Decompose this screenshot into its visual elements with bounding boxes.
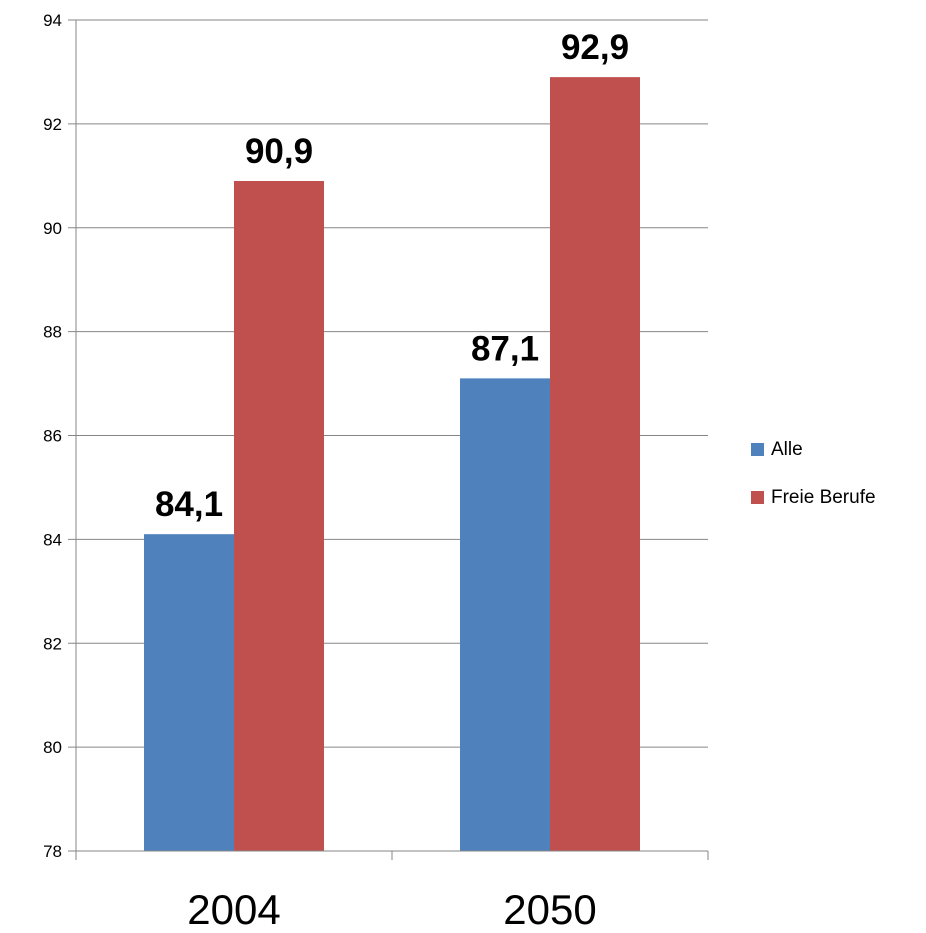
y-tick-label: 82 — [43, 634, 62, 653]
legend-swatch-alle — [751, 443, 764, 456]
x-category-label: 2050 — [503, 886, 596, 933]
data-label: 92,9 — [561, 28, 629, 67]
bars — [144, 77, 640, 852]
legend-swatch-freie-berufe — [751, 491, 764, 504]
data-label: 87,1 — [471, 329, 539, 368]
x-category-label: 2004 — [187, 886, 280, 933]
bar-alle-2004 — [144, 534, 234, 851]
y-tick-label: 84 — [43, 530, 62, 549]
bar-freie-berufe-2050 — [550, 77, 640, 852]
y-tick-label: 86 — [43, 427, 62, 446]
legend-label: Alle — [771, 439, 803, 460]
y-tick-label: 90 — [43, 219, 62, 238]
bar-freie-berufe-2004 — [234, 181, 324, 852]
legend: Alle Freie Berufe — [751, 439, 876, 508]
y-tick-label: 88 — [43, 323, 62, 342]
bar-alle-2050 — [460, 378, 550, 851]
y-tick-label: 80 — [43, 738, 62, 757]
legend-label: Freie Berufe — [771, 487, 876, 508]
y-tick-label: 94 — [43, 11, 62, 30]
y-tick-label: 92 — [43, 115, 62, 134]
axes — [75, 20, 709, 860]
data-label: 90,9 — [245, 132, 313, 171]
data-label: 84,1 — [155, 485, 223, 524]
labels: 78 80 82 84 86 88 90 92 94 84,1 90,9 2004 87,1 92,9 20… — [43, 11, 629, 933]
y-tick-label: 78 — [43, 842, 62, 861]
